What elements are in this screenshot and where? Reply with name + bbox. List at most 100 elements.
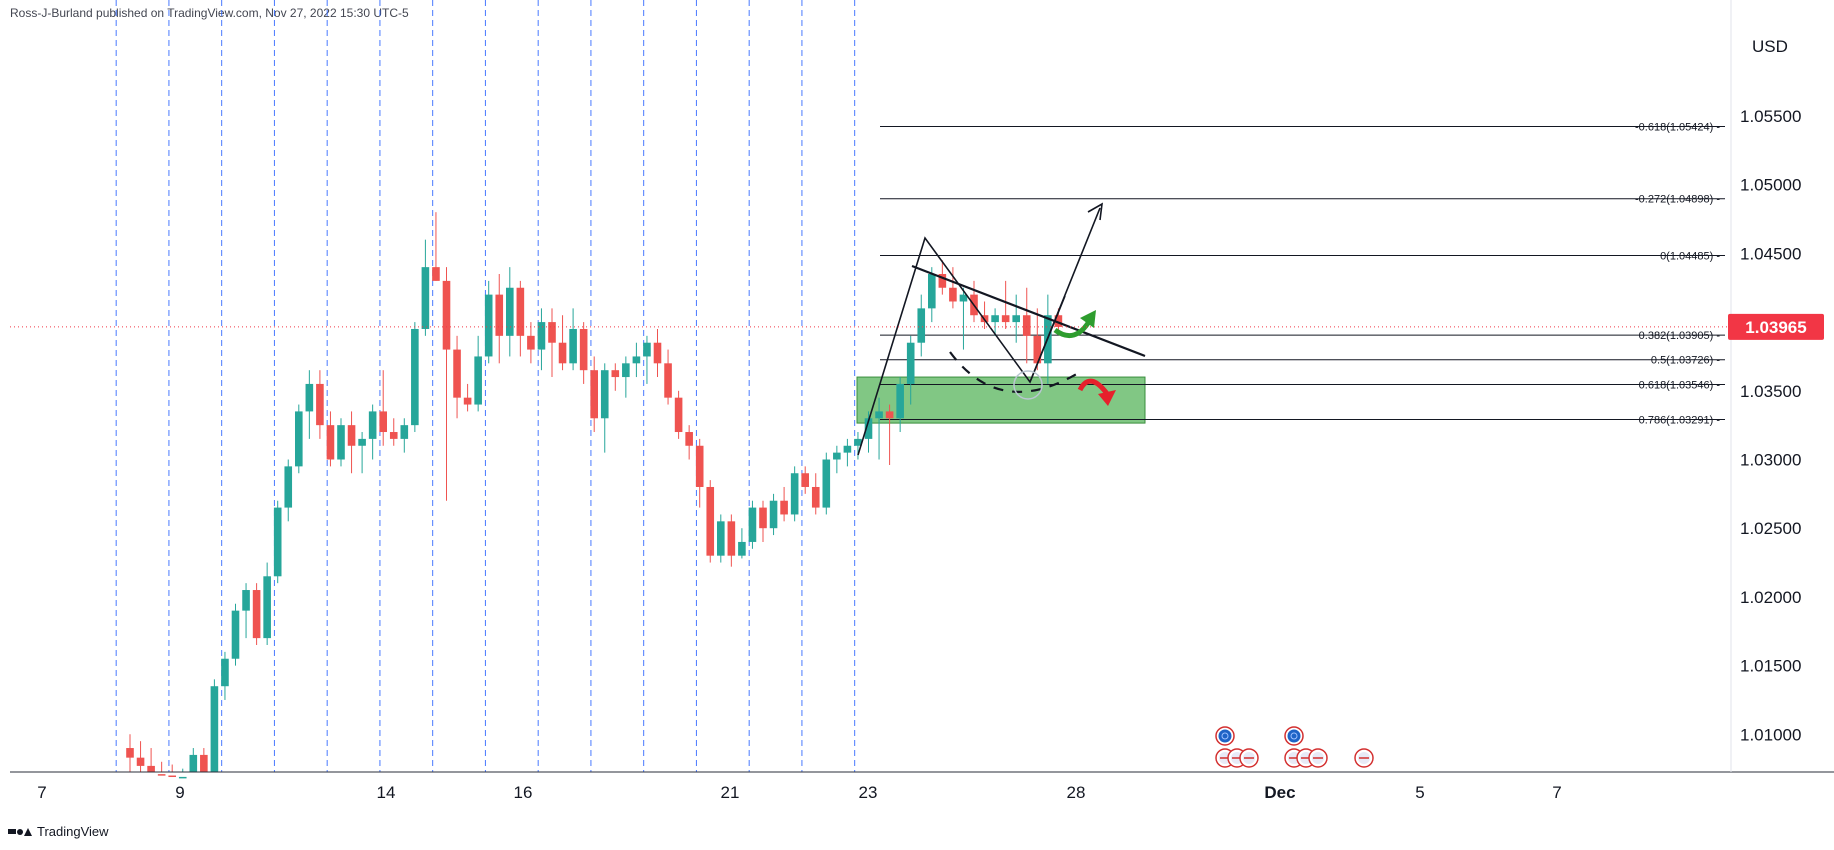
last-price-label: 1.03965 (1745, 318, 1806, 337)
bear-candle (579, 322, 588, 384)
bear-candle (252, 583, 261, 645)
bull-candle (632, 342, 641, 378)
x-tick-label: 5 (1415, 783, 1424, 802)
candle-body (252, 590, 261, 639)
bear-candle (527, 322, 535, 364)
bear-candle (1001, 280, 1010, 329)
bull-candle (959, 287, 968, 350)
x-tick-label: 28 (1067, 783, 1086, 802)
candle-body (885, 411, 894, 419)
bear-candle (463, 383, 472, 412)
candle-body (337, 425, 345, 460)
bull-candle (368, 404, 377, 460)
bull-candle (569, 308, 577, 371)
candle-body (569, 328, 577, 364)
candle-body (854, 438, 862, 446)
globe-inner (1218, 729, 1232, 743)
candle-body (780, 500, 788, 515)
bull-candle (643, 335, 651, 384)
x-tick-label: 23 (859, 783, 878, 802)
bull-candle (273, 500, 282, 584)
bear-candle (558, 315, 567, 371)
candle-body (516, 287, 525, 336)
red-arrowhead (1098, 390, 1116, 406)
bear-candle (136, 741, 145, 772)
candle-body (1001, 315, 1010, 323)
candle-body (411, 328, 419, 426)
y-tick-label: 1.01500 (1740, 657, 1801, 676)
green-arrow-icon (1053, 318, 1093, 339)
bull-candle (506, 267, 514, 357)
bear-candle (495, 274, 504, 364)
x-tick-label: 7 (1552, 783, 1561, 802)
candle-body (527, 335, 535, 350)
candle-body (727, 521, 736, 556)
candle-body (896, 383, 904, 419)
candle-body (811, 486, 820, 508)
candle-body (622, 363, 630, 378)
candle-body (790, 473, 799, 515)
candle-body (695, 445, 704, 487)
y-tick-label: 1.05500 (1740, 107, 1801, 126)
bear-candle (548, 308, 556, 378)
bear-candle (326, 411, 335, 467)
bull-candle (600, 363, 609, 453)
candle-body (136, 757, 145, 766)
x-tick-label: 21 (721, 783, 740, 802)
bear-candle (811, 473, 820, 515)
bear-candle (1022, 287, 1031, 364)
bear-candle (653, 328, 662, 378)
candle-body (231, 610, 240, 659)
candle-body (843, 445, 852, 453)
economic-events[interactable] (1215, 726, 1374, 768)
bull-candle (210, 679, 219, 772)
bull-candle (178, 768, 187, 779)
candle-body (157, 774, 166, 776)
bear-candle (949, 267, 957, 309)
session-grid (115, 0, 856, 772)
candle-body (168, 775, 176, 778)
fib-retracement: -0.618(1.05424) - -0.272(1.04898) - 0(1.04… (880, 121, 1725, 427)
fib-level-label: -0.618(1.05424) - (1635, 121, 1720, 133)
candle-body (822, 459, 831, 508)
candle-body (717, 521, 725, 556)
fib-level-label: 0.786(1.03291) - (1639, 415, 1721, 427)
footer-brand: TradingView (37, 824, 109, 839)
bear-candle (316, 370, 324, 439)
fib-level-label: -0.272(1.04898) - (1635, 194, 1720, 206)
us-flag-icon (1308, 748, 1328, 768)
candle-body (316, 383, 324, 426)
bull-candle (717, 514, 725, 563)
falling-trendline (911, 264, 1146, 358)
x-tick-label: 7 (37, 783, 46, 802)
candle-body (189, 754, 198, 772)
candle-body (906, 342, 915, 384)
bull-candle (822, 452, 831, 515)
bear-candle (432, 212, 440, 281)
red-arrow-icon (1077, 378, 1111, 397)
candle-body (801, 473, 809, 487)
candle-body (1054, 315, 1063, 327)
bear-candle (389, 418, 398, 446)
candle-body (738, 541, 746, 556)
bull-candle (421, 239, 430, 336)
bull-candle (622, 356, 630, 398)
green-arrowhead (1080, 310, 1096, 328)
candle-body (305, 383, 314, 412)
fib-level-label: 0.618(1.03546) - (1639, 379, 1721, 391)
candle-body (453, 349, 461, 398)
candle-body (643, 342, 651, 357)
bear-candle (685, 425, 693, 460)
x-tick-label: 9 (175, 783, 184, 802)
candle-body (928, 274, 936, 309)
event-globe-icon (1284, 726, 1304, 746)
drawings (857, 202, 1146, 456)
candle-body (400, 425, 409, 439)
bull-candle (896, 377, 904, 433)
fib-level-label: 0(1.04485) - (1660, 250, 1720, 262)
tradingview-footer[interactable]: TradingView (8, 824, 109, 839)
bull-candle (337, 418, 345, 467)
y-tick-label: 1.01000 (1740, 725, 1801, 744)
candle-body (959, 294, 968, 302)
